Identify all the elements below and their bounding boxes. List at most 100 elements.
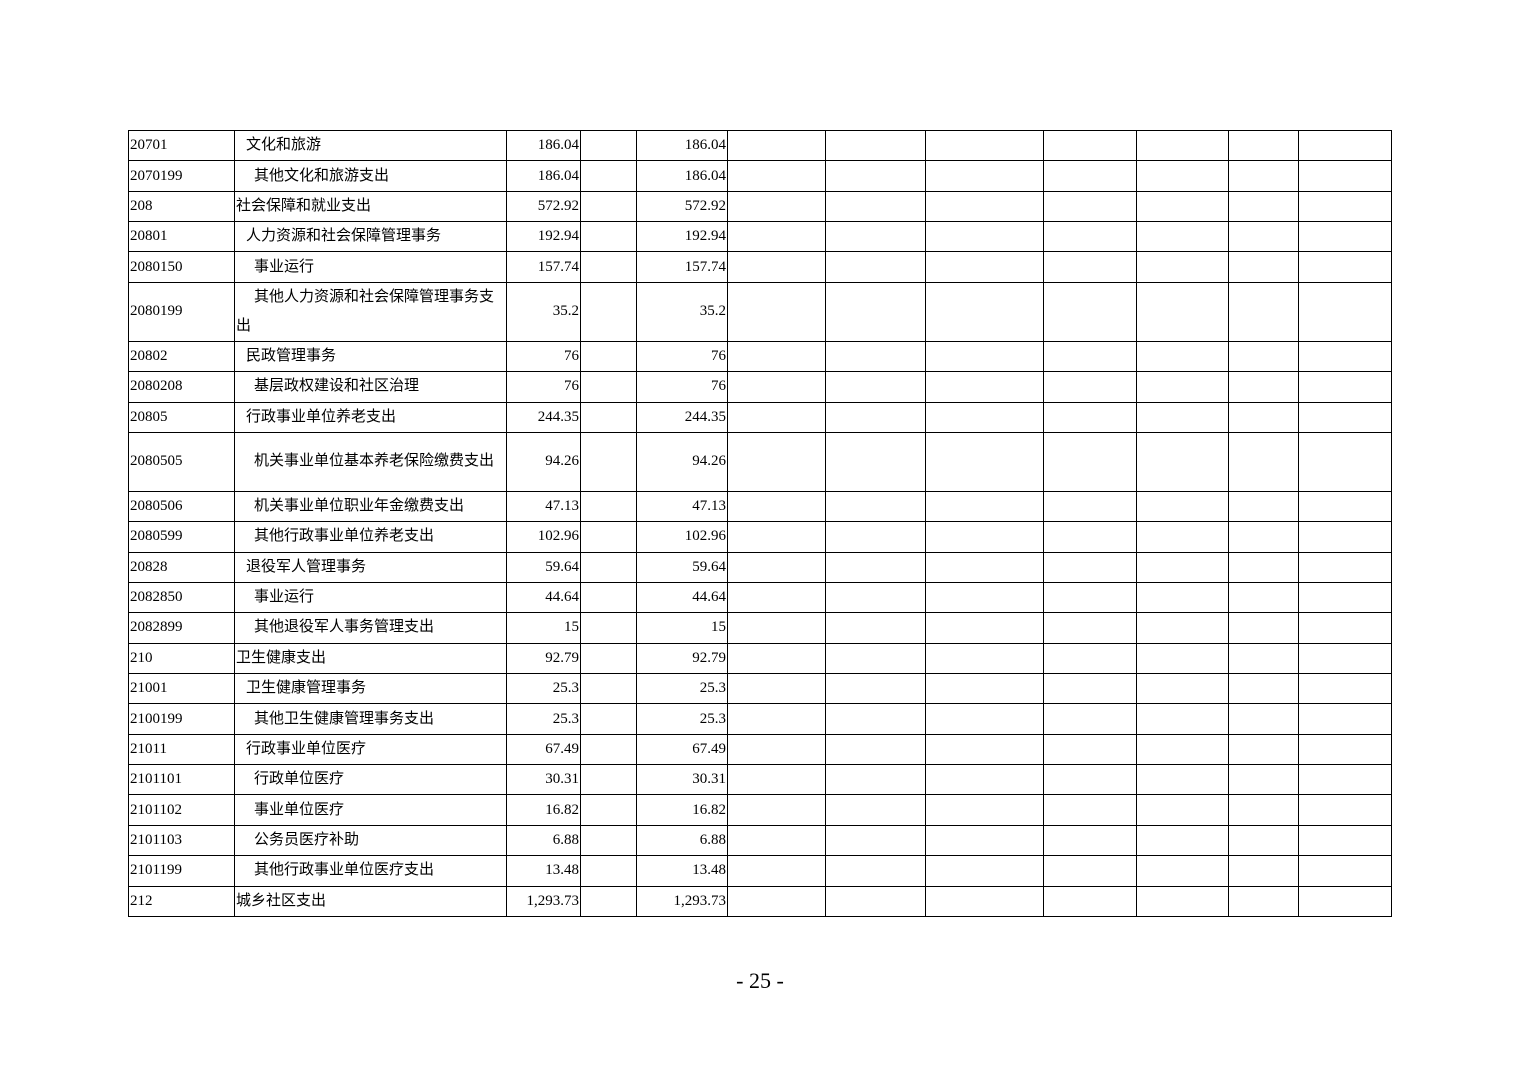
empty-cell [925, 581, 1044, 614]
value-cell: 186.04 [506, 129, 581, 162]
name-cell: 卫生健康支出 [234, 642, 507, 675]
value-cell: 76 [506, 340, 581, 373]
empty-cell [1228, 160, 1299, 192]
empty-cell [1043, 371, 1137, 403]
table-row: 2082850 事业运行 44.64 44.64 [128, 581, 1392, 614]
name-cell: 其他行政事业单位养老支出 [234, 521, 507, 553]
table-row: 20828 退役军人管理事务 59.64 59.64 [128, 551, 1392, 583]
value-cell: 44.64 [506, 581, 581, 614]
empty-cell [1136, 551, 1229, 583]
empty-cell [1298, 855, 1392, 887]
empty-cell [1298, 824, 1392, 857]
table-row: 20801 人力资源和社会保障管理事务 192.94 192.94 [128, 221, 1392, 253]
table-row: 212 城乡社区支出 1,293.73 1,293.73 [128, 885, 1392, 917]
empty-cell [1228, 340, 1299, 373]
empty-cell [580, 824, 637, 857]
empty-cell [1298, 794, 1392, 826]
empty-cell [1228, 551, 1299, 583]
name-cell: 其他行政事业单位医疗支出 [234, 855, 507, 887]
empty-cell [727, 855, 826, 887]
empty-cell [1043, 551, 1137, 583]
value-cell: 192.94 [636, 221, 728, 253]
code-cell: 210 [128, 642, 235, 675]
empty-cell [1043, 673, 1137, 705]
empty-cell [825, 703, 926, 735]
empty-cell [1228, 401, 1299, 433]
empty-cell [1228, 190, 1299, 223]
empty-cell [727, 340, 826, 373]
code-cell: 2101199 [128, 855, 235, 887]
name-cell: 行政单位医疗 [234, 764, 507, 796]
value-cell: 47.13 [506, 490, 581, 523]
empty-cell [1136, 431, 1229, 492]
empty-cell [1136, 885, 1229, 917]
table-row: 20805 行政事业单位养老支出 244.35 244.35 [128, 401, 1392, 433]
value-cell: 1,293.73 [636, 885, 728, 917]
empty-cell [1043, 794, 1137, 826]
empty-cell [1228, 612, 1299, 644]
empty-cell [1298, 129, 1392, 162]
empty-cell [925, 340, 1044, 373]
empty-cell [925, 642, 1044, 675]
empty-cell [925, 281, 1044, 342]
empty-cell [1298, 281, 1392, 342]
empty-cell [580, 190, 637, 223]
empty-cell [1136, 160, 1229, 192]
empty-cell [1228, 281, 1299, 342]
value-cell: 186.04 [506, 160, 581, 192]
empty-cell [825, 401, 926, 433]
empty-cell [1228, 129, 1299, 162]
empty-cell [1298, 764, 1392, 796]
empty-cell [1136, 251, 1229, 283]
page-number: - 25 - [736, 968, 784, 993]
code-cell: 2070199 [128, 160, 235, 192]
name-cell: 机关事业单位基本养老保险缴费支出 [234, 431, 507, 492]
empty-cell [727, 431, 826, 492]
empty-cell [580, 401, 637, 433]
empty-cell [825, 490, 926, 523]
name-cell: 其他文化和旅游支出 [234, 160, 507, 192]
code-cell: 2080599 [128, 521, 235, 553]
empty-cell [580, 581, 637, 614]
empty-cell [727, 642, 826, 675]
empty-cell [1298, 431, 1392, 492]
empty-cell [1298, 551, 1392, 583]
table-row: 2080199 其他人力资源和社会保障管理事务支出 35.2 35.2 [128, 281, 1392, 342]
empty-cell [925, 371, 1044, 403]
table-row: 2101103 公务员医疗补助 6.88 6.88 [128, 824, 1392, 857]
table-row: 20802 民政管理事务 76 76 [128, 340, 1392, 373]
empty-cell [1043, 642, 1137, 675]
empty-cell [1043, 612, 1137, 644]
table-row: 2070199 其他文化和旅游支出 186.04 186.04 [128, 160, 1392, 192]
value-cell: 35.2 [506, 281, 581, 342]
value-cell: 102.96 [506, 521, 581, 553]
value-cell: 59.64 [636, 551, 728, 583]
value-cell: 76 [636, 371, 728, 403]
empty-cell [825, 855, 926, 887]
code-cell: 2101103 [128, 824, 235, 857]
empty-cell [825, 551, 926, 583]
table-row: 2101199 其他行政事业单位医疗支出 13.48 13.48 [128, 855, 1392, 887]
value-cell: 67.49 [506, 733, 581, 766]
empty-cell [727, 581, 826, 614]
empty-cell [1136, 703, 1229, 735]
value-cell: 30.31 [506, 764, 581, 796]
empty-cell [580, 521, 637, 553]
empty-cell [1043, 160, 1137, 192]
value-cell: 572.92 [636, 190, 728, 223]
empty-cell [580, 703, 637, 735]
code-cell: 2080150 [128, 251, 235, 283]
empty-cell [580, 490, 637, 523]
empty-cell [925, 521, 1044, 553]
name-cell: 社会保障和就业支出 [234, 190, 507, 223]
name-cell: 事业运行 [234, 581, 507, 614]
empty-cell [1136, 855, 1229, 887]
empty-cell [580, 642, 637, 675]
empty-cell [1298, 673, 1392, 705]
empty-cell [825, 371, 926, 403]
value-cell: 47.13 [636, 490, 728, 523]
empty-cell [925, 551, 1044, 583]
empty-cell [825, 521, 926, 553]
empty-cell [580, 885, 637, 917]
empty-cell [1136, 824, 1229, 857]
